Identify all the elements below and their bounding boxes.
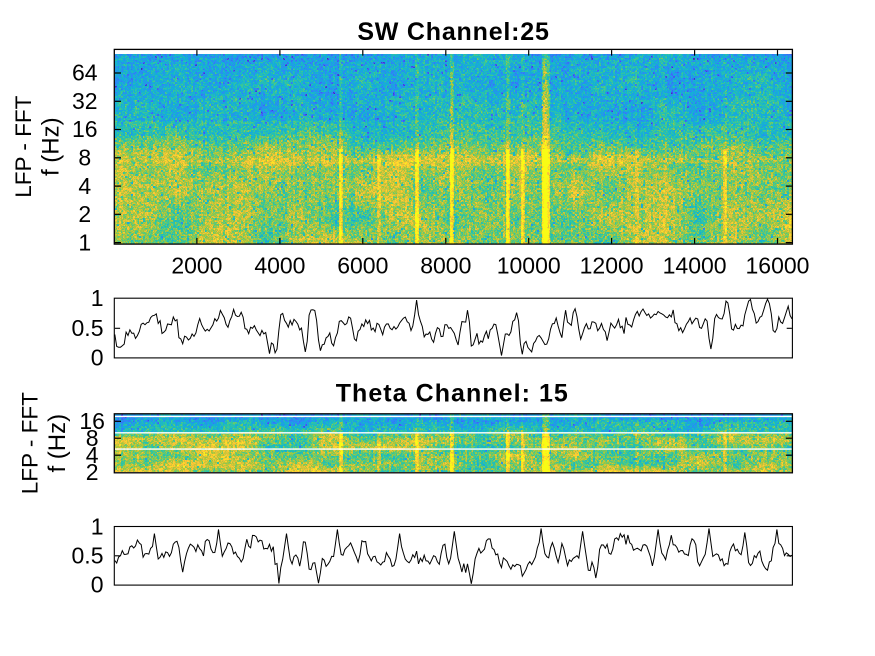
svg-text:LFP - FFT: LFP - FFT (11, 95, 36, 197)
svg-text:16: 16 (79, 408, 105, 434)
svg-text:10000: 10000 (497, 253, 561, 279)
svg-text:SW Channel:25: SW Channel:25 (357, 18, 549, 46)
svg-text:1: 1 (91, 514, 104, 540)
svg-text:1: 1 (91, 285, 104, 311)
svg-text:f (Hz): f (Hz) (38, 117, 65, 176)
svg-text:14000: 14000 (663, 253, 727, 279)
svg-text:2000: 2000 (171, 253, 222, 279)
svg-text:12000: 12000 (580, 253, 644, 279)
svg-text:16: 16 (72, 116, 98, 142)
svg-text:32: 32 (72, 88, 98, 114)
svg-text:Theta Channel: 15: Theta Channel: 15 (336, 380, 569, 408)
svg-text:1: 1 (78, 229, 91, 255)
svg-text:8: 8 (86, 425, 99, 451)
svg-text:8000: 8000 (420, 253, 471, 279)
svg-text:6000: 6000 (337, 253, 388, 279)
svg-text:4000: 4000 (254, 253, 305, 279)
svg-text:0: 0 (91, 344, 104, 370)
svg-text:16000: 16000 (746, 253, 810, 279)
svg-text:0: 0 (91, 572, 104, 598)
svg-text:LFP - FFT: LFP - FFT (17, 392, 42, 494)
svg-text:0.5: 0.5 (72, 543, 104, 569)
svg-text:8: 8 (78, 145, 91, 171)
svg-text:4: 4 (86, 442, 99, 468)
svg-text:64: 64 (72, 60, 98, 86)
svg-text:2: 2 (78, 201, 91, 227)
svg-text:0.5: 0.5 (72, 315, 104, 341)
svg-text:4: 4 (78, 173, 91, 199)
svg-text:f (Hz): f (Hz) (44, 414, 71, 473)
svg-text:2: 2 (86, 459, 99, 485)
